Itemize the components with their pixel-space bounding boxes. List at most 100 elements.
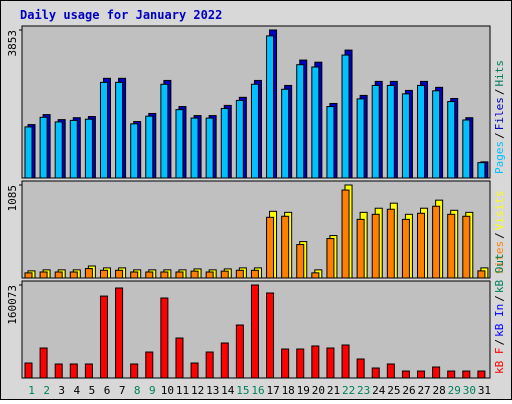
bar [417, 84, 426, 179]
legend-label: Files [493, 97, 506, 130]
bar [190, 117, 199, 179]
y-tick-label: 3853 [6, 30, 19, 57]
bar [341, 54, 350, 179]
y-tick-label: 160073 [6, 285, 19, 325]
bar [296, 64, 305, 179]
bar [99, 81, 108, 179]
bar [386, 84, 395, 179]
x-tick-label: 17 [266, 384, 279, 397]
legend-label: Sites [493, 241, 506, 274]
bar [477, 162, 486, 179]
bar [371, 213, 380, 279]
x-tick-label: 6 [104, 384, 111, 397]
x-tick-label: 22 [342, 384, 355, 397]
bar [175, 109, 184, 179]
chart-title: Daily usage for January 2022 [20, 8, 222, 22]
bar [417, 370, 426, 379]
bar [326, 238, 335, 279]
bar [205, 117, 214, 179]
bar [69, 119, 78, 179]
bar [220, 107, 229, 179]
x-tick-label: 8 [134, 384, 141, 397]
x-tick-label: 18 [282, 384, 295, 397]
bar [190, 362, 199, 379]
bar [175, 337, 184, 379]
bar [296, 244, 305, 279]
bar [205, 271, 214, 279]
x-tick-label: 5 [89, 384, 96, 397]
bar [205, 351, 214, 379]
bar [145, 115, 154, 179]
bar [447, 370, 456, 379]
bar [160, 83, 169, 179]
bar [371, 84, 380, 179]
bar [477, 270, 486, 279]
bar [447, 213, 456, 279]
x-tick-label: 11 [176, 384, 189, 397]
bar [417, 212, 426, 279]
bar [54, 121, 63, 179]
bar [250, 83, 259, 179]
x-tick-label: 3 [58, 384, 65, 397]
bar [145, 271, 154, 279]
bar [99, 295, 108, 379]
bar [99, 269, 108, 279]
x-tick-label: 16 [251, 384, 264, 397]
bar [115, 287, 124, 379]
bar [326, 106, 335, 179]
x-tick-label: 19 [297, 384, 310, 397]
x-tick-label: 13 [206, 384, 219, 397]
bar [130, 123, 139, 179]
bar [160, 297, 169, 379]
bar [462, 119, 471, 179]
bar [401, 93, 410, 179]
y-tick-label: 1085 [6, 185, 19, 212]
x-tick-label: 30 [463, 384, 476, 397]
bar [54, 271, 63, 279]
bar [250, 269, 259, 279]
bar [39, 271, 48, 279]
bar [311, 345, 320, 379]
bar [235, 269, 244, 279]
bar [39, 116, 48, 179]
bar [296, 348, 305, 379]
bar [311, 272, 320, 279]
x-tick-label: 10 [161, 384, 174, 397]
bar [432, 90, 441, 179]
x-tick-label: 26 [402, 384, 415, 397]
legend-label: Hits [493, 60, 506, 87]
bar [281, 215, 290, 279]
x-tick-label: 14 [221, 384, 235, 397]
bar [84, 118, 93, 179]
bar [341, 344, 350, 379]
bar [356, 98, 365, 179]
bar [386, 208, 395, 279]
bar [115, 81, 124, 179]
bar [326, 347, 335, 379]
bar [145, 351, 154, 379]
x-tick-label: 15 [236, 384, 249, 397]
bar [266, 35, 275, 179]
x-tick-label: 1 [28, 384, 35, 397]
bar [386, 363, 395, 379]
x-tick-label: 23 [357, 384, 370, 397]
bar [341, 189, 350, 279]
bar [462, 215, 471, 279]
x-tick-label: 9 [149, 384, 156, 397]
bar [24, 272, 33, 279]
bar [356, 358, 365, 379]
x-tick-label: 4 [74, 384, 81, 397]
legend-separator: / [493, 339, 506, 346]
bar [235, 324, 244, 379]
bar [130, 363, 139, 379]
x-tick-label: 25 [387, 384, 400, 397]
bar [54, 363, 63, 379]
x-tick-label: 12 [191, 384, 204, 397]
bar [250, 284, 259, 379]
legend-separator: / [493, 232, 506, 239]
bar [311, 66, 320, 179]
legend-label: Visits [493, 191, 506, 231]
legend-label: Pages [493, 141, 506, 174]
bar [462, 370, 471, 379]
